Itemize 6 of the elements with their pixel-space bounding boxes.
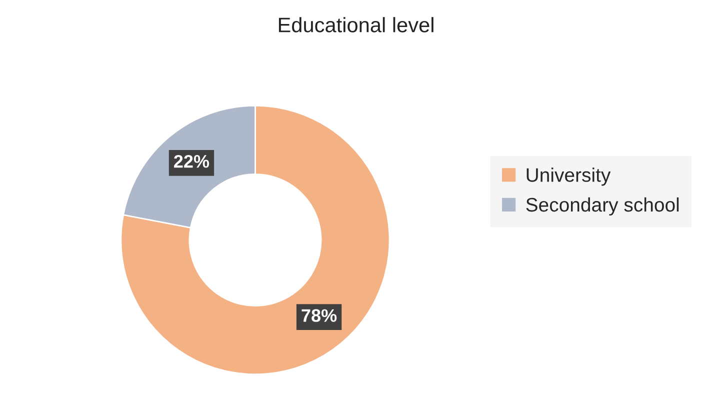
data-label: 22% <box>174 154 210 168</box>
chart-title: Educational level <box>278 17 434 32</box>
data-label: 78% <box>302 309 337 322</box>
legend-label: University <box>526 168 611 186</box>
donut-slice <box>120 104 390 375</box>
legend-label: Secondary school <box>526 197 679 216</box>
